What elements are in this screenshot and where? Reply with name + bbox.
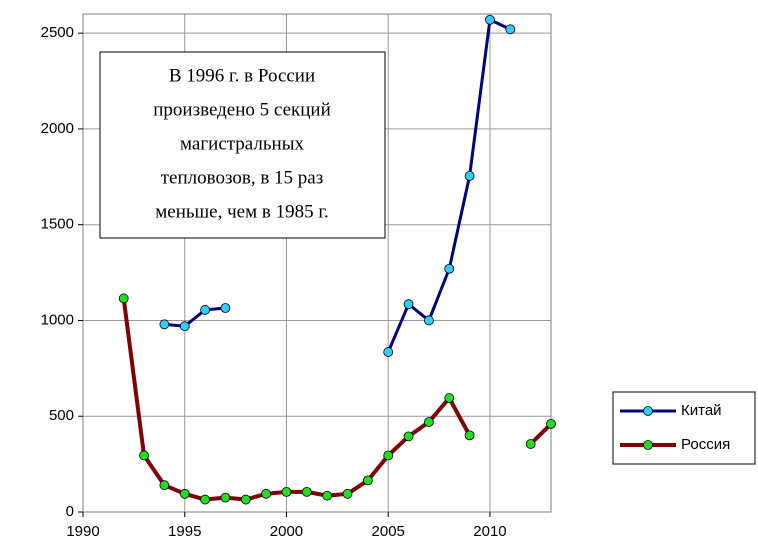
point (220, 303, 231, 313)
x-tick-label: 1995 (168, 523, 201, 540)
legend-label: Китай (681, 402, 722, 419)
point (444, 263, 455, 274)
annotation-line: тепловозов, в 15 раз (161, 167, 324, 188)
point (179, 488, 190, 499)
x-tick-label: 1990 (66, 523, 99, 540)
point (261, 488, 272, 499)
point (301, 486, 312, 497)
x-tick-label: 2000 (270, 523, 303, 540)
point (464, 170, 475, 181)
point (362, 475, 373, 486)
x-tick-label: 2005 (372, 523, 405, 540)
point (240, 494, 251, 505)
point (281, 486, 292, 497)
point (200, 305, 210, 315)
y-tick-label: 1500 (41, 216, 74, 233)
series-line (121, 298, 472, 502)
annotation-line: произведено 5 секций (153, 99, 331, 120)
y-tick-label: 2000 (41, 120, 74, 137)
point (383, 450, 394, 461)
point (200, 494, 210, 505)
point (383, 347, 394, 357)
legend-label: Россия (681, 436, 730, 453)
y-tick-label: 500 (49, 407, 74, 424)
plot-border (82, 13, 552, 513)
point (464, 430, 475, 441)
annotation-box (99, 51, 386, 239)
y-tick-label: 1000 (41, 311, 74, 328)
point (505, 24, 516, 35)
annotation-line: меньше, чем в 1985 г. (155, 201, 329, 222)
annotation-line: магистральных (180, 133, 304, 154)
point (424, 417, 434, 427)
point (403, 431, 414, 442)
point (525, 439, 536, 449)
point (139, 450, 149, 461)
point (322, 490, 333, 501)
point (403, 299, 414, 310)
point (179, 321, 190, 332)
point (485, 14, 495, 25)
point (159, 480, 170, 491)
series-line (164, 306, 226, 328)
point (424, 315, 434, 326)
point (159, 319, 170, 330)
x-tick-label: 2010 (473, 523, 506, 540)
point (342, 488, 353, 499)
y-tick-label: 0 (66, 503, 74, 520)
legend-marker (643, 406, 653, 416)
point (220, 492, 231, 503)
point (546, 418, 556, 429)
legend-marker (643, 440, 653, 450)
point (444, 393, 455, 403)
legend-box (612, 391, 756, 465)
y-tick-label: 2500 (41, 24, 74, 41)
point (118, 293, 129, 304)
annotation-line: В 1996 г. в России (169, 65, 315, 86)
